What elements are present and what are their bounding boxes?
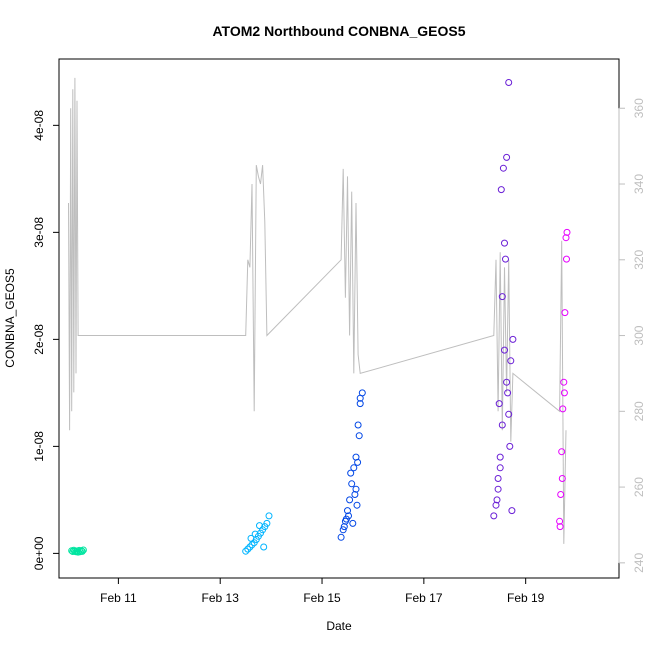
data-point [349,519,357,527]
data-point [560,389,568,397]
data-point [499,164,507,172]
y-axis-left: 0e+00 1e-08 2e-08 3e-08 4e-08 [32,110,60,570]
data-point [70,546,78,554]
y-tick-label: 1e-08 [32,431,46,462]
data-point [348,480,356,488]
data-point [247,534,255,542]
data-point [508,507,516,515]
y2-tick-label: 340 [632,174,646,194]
data-point [556,523,564,531]
data-point [559,405,567,413]
y2-tick-label: 260 [632,477,646,497]
data-point [358,389,366,397]
chart-title: ATOM2 Northbound CONBNA_GEOS5 [212,23,465,39]
y-tick-label: 3e-08 [32,217,46,248]
data-point [242,547,250,555]
data-point [497,186,505,194]
y2-tick-label: 280 [632,401,646,421]
data-point [502,255,509,263]
x-tick-label: Feb 15 [303,591,341,605]
data-point [501,346,508,354]
data-point [558,448,566,456]
data-point [354,421,362,429]
y2-tick-label: 320 [632,249,646,269]
data-point [503,378,511,386]
data-point [493,496,501,504]
data-point [498,293,506,301]
data-point [251,530,259,538]
data-point [344,507,351,515]
data-point [495,400,503,408]
data-point [356,400,364,408]
data-point [496,453,504,461]
data-point [351,491,359,498]
y-axis-right: 240 260 280 300 320 340 360 [618,98,646,573]
data-point [557,491,565,498]
data-point [509,335,517,343]
y2-tick-label: 300 [632,325,646,345]
data-point [246,543,254,551]
data-point [490,512,498,520]
data-point [560,378,568,386]
data-point [561,309,569,317]
y-tick-label: 4e-08 [32,110,46,141]
data-point [501,239,508,247]
secondary-series-line [68,77,567,544]
data-point [354,458,362,466]
data-point [340,523,348,531]
data-point [558,475,566,482]
data-point [337,533,345,541]
x-axis-label: Date [326,619,352,633]
data-point [79,546,87,554]
data-point [353,501,361,509]
data-point [244,545,252,553]
data-point [492,501,500,509]
data-point [556,517,564,525]
data-point [355,432,363,440]
data-point [498,421,506,429]
y2-tick-label: 360 [632,98,646,118]
data-point [494,485,502,493]
data-point [350,464,358,472]
data-point [494,475,502,482]
secondary-series-layer [68,77,567,544]
y-tick-label: 2e-08 [32,324,46,355]
data-point [256,522,263,530]
y2-tick-label: 240 [632,553,646,573]
data-point [563,255,570,263]
x-axis: Feb 11 Feb 13 Feb 15 Feb 17 Feb 19 [100,577,545,605]
x-tick-label: Feb 13 [202,591,240,605]
data-point [78,547,86,555]
data-point [339,526,347,534]
data-point [503,153,511,161]
data-point [563,228,571,236]
x-tick-label: Feb 11 [100,591,137,605]
data-point [496,464,504,472]
data-point [507,357,515,365]
data-point [260,543,268,551]
data-point [505,410,513,418]
y-tick-label: 0e+00 [32,536,46,570]
data-point [352,485,360,493]
plot-frame [58,58,620,579]
data-point [265,512,273,520]
data-point [504,389,512,397]
data-point [346,496,354,504]
data-point [342,515,350,523]
data-point [347,469,355,477]
data-point [506,442,514,450]
data-point [248,541,256,549]
x-tick-label: Feb 17 [405,591,443,605]
points-layer [68,79,571,556]
data-point [263,519,271,527]
data-point [505,79,513,86]
x-tick-label: Feb 19 [507,591,545,605]
y-axis-label: CONBNA_GEOS5 [3,268,17,368]
data-point [562,234,570,242]
